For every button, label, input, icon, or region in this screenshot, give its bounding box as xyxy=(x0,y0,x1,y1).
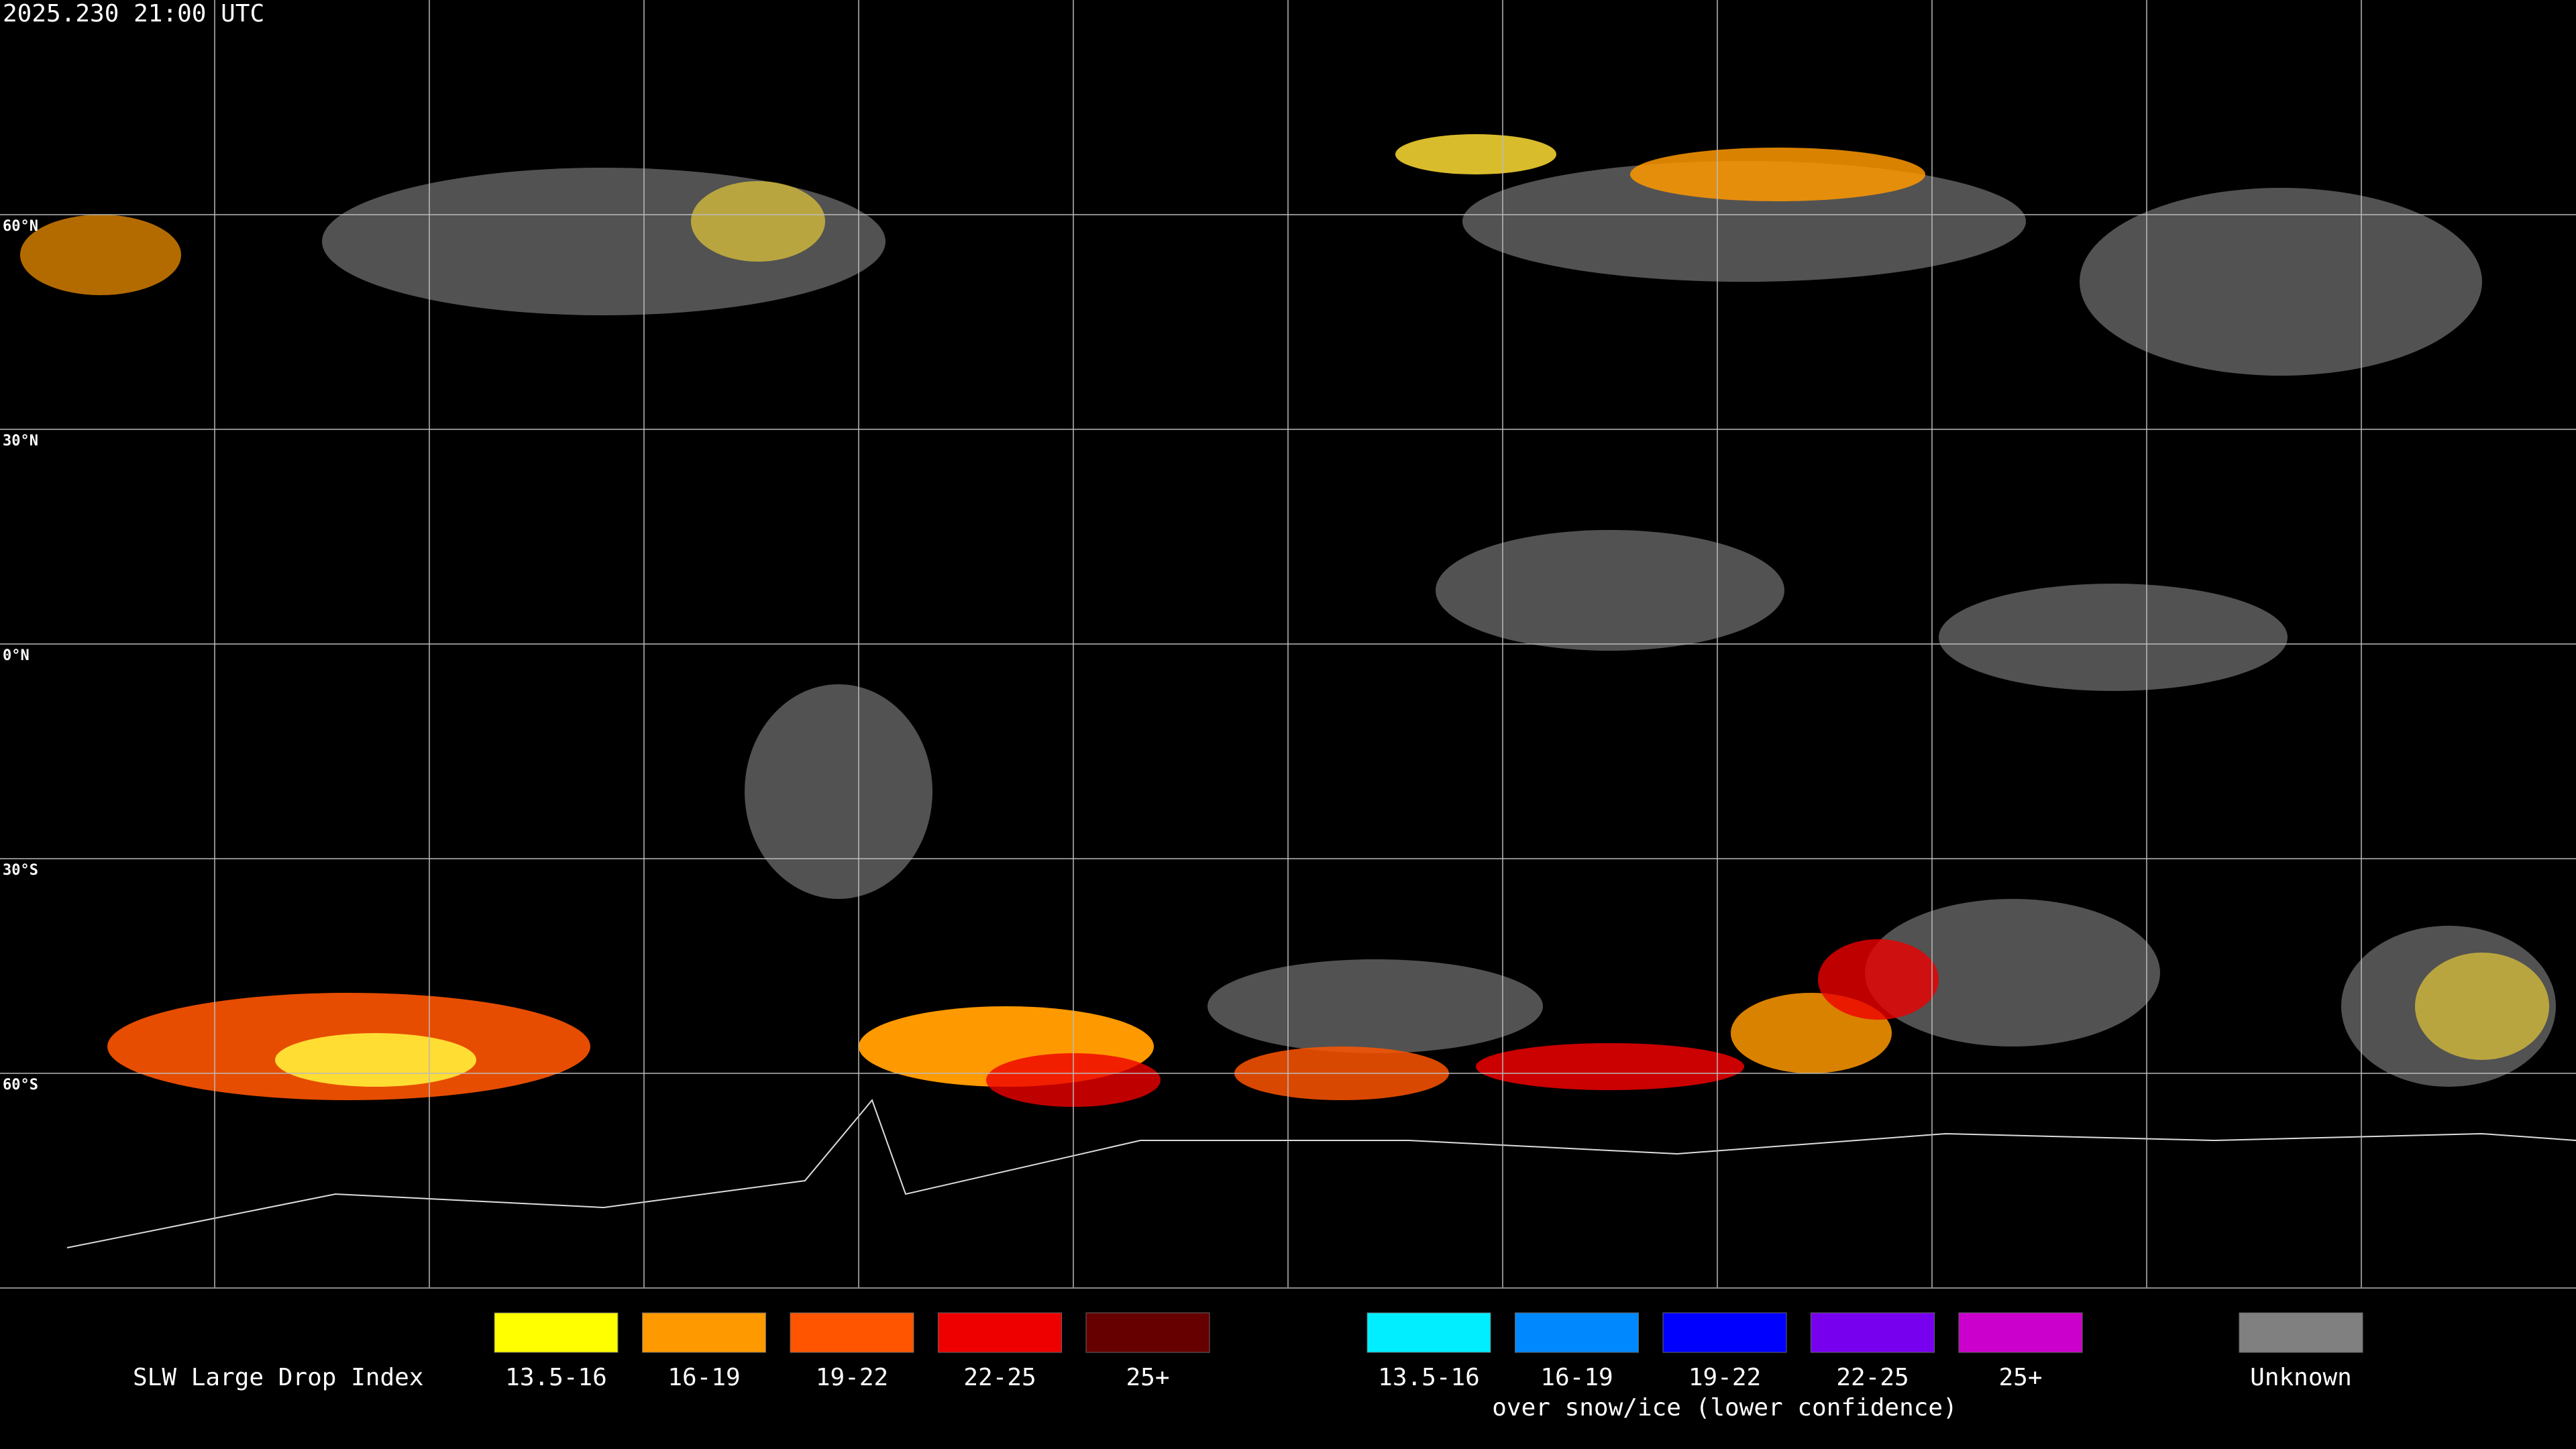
legend-label: 13.5-16 xyxy=(505,1364,607,1391)
coastline xyxy=(66,1099,2576,1248)
legend-label: 19-22 xyxy=(1688,1364,1761,1391)
legend-label: 25+ xyxy=(1998,1364,2042,1391)
legend-swatch xyxy=(790,1312,914,1353)
legend-swatch xyxy=(1085,1312,1210,1353)
legend-title: SLW Large Drop Index xyxy=(133,1364,423,1391)
legend-label: 22-25 xyxy=(963,1364,1036,1391)
latitude-label: 60°N xyxy=(3,218,38,235)
latitude-label: 30°N xyxy=(3,433,38,449)
legend-swatch xyxy=(1958,1312,2083,1353)
legend-swatch xyxy=(494,1312,619,1353)
graticule xyxy=(0,0,2576,1288)
legend-note: over snow/ice (lower confidence) xyxy=(1492,1394,1957,1421)
latitude-label: 60°S xyxy=(3,1077,38,1093)
legend-swatch xyxy=(938,1312,1062,1353)
legend: 13.5-16 16-19 19-22 22-25 25+ 13.5-16 16-19 19-… xyxy=(494,1312,2363,1421)
legend-label: 13.5-16 xyxy=(1378,1364,1480,1391)
legend-swatch xyxy=(2239,1312,2363,1353)
legend-swatch xyxy=(1366,1312,1491,1353)
legend-swatch xyxy=(1515,1312,1639,1353)
latitude-labels: 60°N 30°N 0°N 30°S 60°S xyxy=(3,218,38,1093)
legend-label: 25+ xyxy=(1126,1364,1169,1391)
latitude-label: 0°N xyxy=(3,647,30,664)
legend-swatch xyxy=(1811,1312,1935,1353)
legend-label: 22-25 xyxy=(1836,1364,1909,1391)
legend-swatch xyxy=(642,1312,766,1353)
latitude-label: 30°S xyxy=(3,862,38,879)
legend-label: Unknown xyxy=(2250,1364,2352,1391)
slw-areas xyxy=(20,134,2549,1107)
map xyxy=(0,0,2576,1288)
timestamp: 2025.230 21:00 UTC xyxy=(3,0,264,28)
legend-label: 16-19 xyxy=(1540,1364,1613,1391)
legend-swatch xyxy=(1662,1312,1787,1353)
legend-label: 19-22 xyxy=(816,1364,888,1391)
legend-label: 16-19 xyxy=(667,1364,740,1391)
